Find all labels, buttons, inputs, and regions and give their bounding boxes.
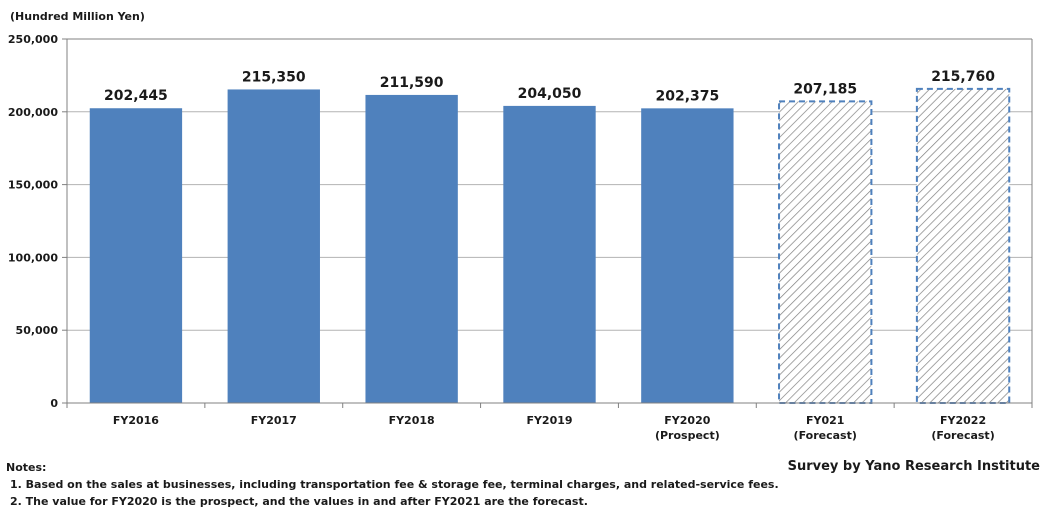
unit-label: (Hundred Million Yen) — [10, 10, 145, 23]
y-tick-label: 0 — [50, 397, 58, 410]
data-label: 211,590 — [380, 75, 444, 91]
axes — [62, 38, 1033, 408]
data-label: 215,760 — [931, 69, 995, 85]
bar — [503, 105, 596, 403]
y-tick-label: 150,000 — [8, 179, 58, 192]
data-label: 207,185 — [793, 81, 857, 97]
labels: 0 50,000 100,000 150,000 200,000 250,000 202,4… — [8, 33, 995, 442]
x-tick-label: FY021 — [806, 414, 844, 427]
x-tick-label: FY2019 — [526, 414, 572, 427]
x-tick-label: FY2016 — [113, 414, 159, 427]
bar — [227, 89, 320, 403]
y-tick-label: 250,000 — [8, 33, 58, 46]
y-tick-label: 100,000 — [8, 251, 58, 264]
bar — [89, 108, 183, 403]
data-label: 202,445 — [104, 88, 168, 104]
data-label: 215,350 — [242, 69, 306, 85]
bar — [365, 94, 458, 403]
bars — [89, 87, 1011, 404]
y-tick-label: 200,000 — [8, 106, 58, 119]
x-tick-label: (Forecast) — [931, 429, 994, 442]
x-tick-label: (Forecast) — [794, 429, 857, 442]
x-tick-label: FY2017 — [251, 414, 297, 427]
x-tick-label: (Prospect) — [655, 429, 720, 442]
bar-forecast — [915, 87, 1011, 404]
source-credit: Survey by Yano Research Institute — [787, 459, 1040, 474]
note-item-1: 1. Based on the sales at businesses, inc… — [10, 478, 779, 491]
data-label: 204,050 — [518, 86, 582, 102]
notes: Notes: 1. Based on the sales at business… — [6, 459, 1042, 510]
note-item-2: 2. The value for FY2020 is the prospect,… — [10, 495, 588, 508]
x-tick-label: FY2018 — [389, 414, 435, 427]
bar-forecast — [778, 100, 873, 404]
notes-title: Notes: — [6, 461, 47, 474]
bar-chart: (Hundred Million Yen) 0 50,000 100,000 150,… — [8, 10, 1033, 442]
x-tick-label: FY2022 — [940, 414, 986, 427]
bar — [641, 108, 734, 403]
y-tick-label: 50,000 — [16, 324, 59, 337]
data-label: 202,375 — [655, 88, 719, 104]
x-tick-label: FY2020 — [664, 414, 710, 427]
